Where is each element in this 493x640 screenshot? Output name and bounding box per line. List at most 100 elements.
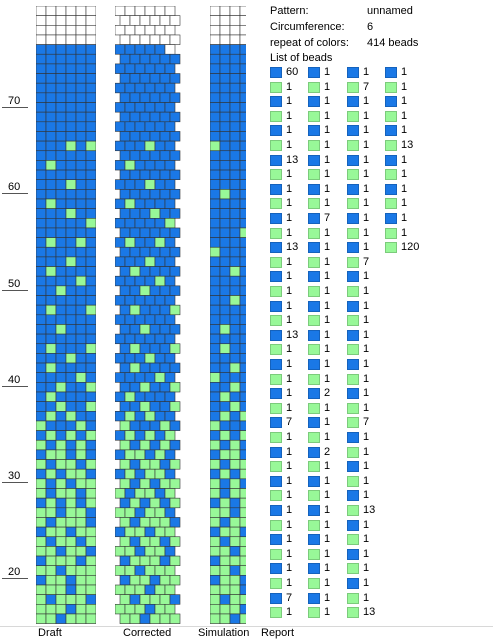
bead-cell[interactable] xyxy=(219,73,231,84)
bead-cell[interactable] xyxy=(85,140,96,152)
bead-cell[interactable] xyxy=(85,160,96,171)
bead-cell[interactable] xyxy=(45,131,57,142)
bead-cell[interactable] xyxy=(75,34,87,45)
bead-cell[interactable] xyxy=(210,227,221,238)
bead-cell[interactable] xyxy=(144,140,156,152)
bead-cell[interactable] xyxy=(45,227,57,238)
bead-cell[interactable] xyxy=(85,24,96,36)
bead-cell[interactable] xyxy=(164,526,176,538)
bead-cell[interactable] xyxy=(65,565,77,576)
bead-cell[interactable] xyxy=(149,362,161,373)
bead-cell[interactable] xyxy=(210,44,221,55)
bead-cell[interactable] xyxy=(229,160,241,171)
bead-cell[interactable] xyxy=(115,237,126,248)
bead-cell[interactable] xyxy=(85,150,96,161)
bead-cell[interactable] xyxy=(219,468,231,480)
bead-cell[interactable] xyxy=(124,275,136,287)
bead-cell[interactable] xyxy=(210,160,221,171)
bead-cell[interactable] xyxy=(229,314,241,325)
bead-cell[interactable] xyxy=(229,526,241,538)
bead-cell[interactable] xyxy=(45,333,57,345)
bead-cell[interactable] xyxy=(144,82,156,94)
bead-cell[interactable] xyxy=(159,324,171,335)
bead-cell[interactable] xyxy=(65,555,77,566)
bead-cell[interactable] xyxy=(36,227,47,238)
bead-cell[interactable] xyxy=(65,362,77,373)
bead-cell[interactable] xyxy=(239,246,246,258)
bead-cell[interactable] xyxy=(36,497,47,509)
bead-cell[interactable] xyxy=(154,353,166,364)
bead-cell[interactable] xyxy=(219,613,231,624)
bead-cell[interactable] xyxy=(134,198,146,209)
bead-cell[interactable] xyxy=(119,555,131,566)
bead-cell[interactable] xyxy=(139,536,151,547)
bead-cell[interactable] xyxy=(119,362,131,373)
bead-cell[interactable] xyxy=(154,6,166,16)
bead-cell[interactable] xyxy=(139,266,151,277)
bead-cell[interactable] xyxy=(124,6,136,16)
bead-cell[interactable] xyxy=(55,536,67,547)
bead-cell[interactable] xyxy=(134,237,146,248)
bead-cell[interactable] xyxy=(65,237,77,248)
bead-cell[interactable] xyxy=(149,150,161,161)
bead-cell[interactable] xyxy=(85,304,96,316)
bead-cell[interactable] xyxy=(55,218,67,229)
bead-cell[interactable] xyxy=(65,382,77,393)
bead-cell[interactable] xyxy=(45,603,57,615)
bead-cell[interactable] xyxy=(75,256,87,267)
bead-cell[interactable] xyxy=(164,6,176,16)
bead-cell[interactable] xyxy=(219,15,231,26)
bead-cell[interactable] xyxy=(154,63,166,74)
bead-cell[interactable] xyxy=(65,536,77,547)
bead-cell[interactable] xyxy=(45,575,57,586)
bead-cell[interactable] xyxy=(219,546,231,557)
bead-cell[interactable] xyxy=(55,439,67,451)
bead-cell[interactable] xyxy=(229,584,241,595)
bead-cell[interactable] xyxy=(229,24,241,36)
bead-cell[interactable] xyxy=(85,256,96,267)
bead-cell[interactable] xyxy=(85,430,96,441)
bead-cell[interactable] xyxy=(36,603,47,615)
bead-cell[interactable] xyxy=(124,218,136,229)
bead-cell[interactable] xyxy=(36,6,47,16)
bead-cell[interactable] xyxy=(75,24,87,36)
bead-cell[interactable] xyxy=(139,401,151,412)
bead-cell[interactable] xyxy=(239,189,246,200)
bead-cell[interactable] xyxy=(144,102,156,113)
bead-cell[interactable] xyxy=(55,304,67,316)
bead-cell[interactable] xyxy=(36,24,47,36)
bead-cell[interactable] xyxy=(45,140,57,152)
bead-cell[interactable] xyxy=(169,227,181,238)
bead-cell[interactable] xyxy=(169,131,181,142)
bead-cell[interactable] xyxy=(45,497,57,509)
bead-cell[interactable] xyxy=(45,420,57,431)
bead-cell[interactable] xyxy=(169,382,181,393)
bead-cell[interactable] xyxy=(129,343,141,354)
bead-cell[interactable] xyxy=(115,391,126,402)
bead-cell[interactable] xyxy=(45,391,57,402)
bead-cell[interactable] xyxy=(210,594,221,605)
bead-cell[interactable] xyxy=(154,430,166,441)
bead-cell[interactable] xyxy=(154,160,166,171)
bead-cell[interactable] xyxy=(134,121,146,132)
bead-cell[interactable] xyxy=(36,63,47,74)
bead-cell[interactable] xyxy=(119,73,131,84)
bead-cell[interactable] xyxy=(65,584,77,595)
bead-cell[interactable] xyxy=(85,401,96,412)
bead-cell[interactable] xyxy=(239,478,246,489)
bead-cell[interactable] xyxy=(159,594,171,605)
bead-cell[interactable] xyxy=(45,295,57,306)
bead-cell[interactable] xyxy=(124,82,136,94)
bead-cell[interactable] xyxy=(45,314,57,325)
bead-cell[interactable] xyxy=(159,15,171,26)
bead-cell[interactable] xyxy=(124,372,136,383)
bead-cell[interactable] xyxy=(134,314,146,325)
bead-cell[interactable] xyxy=(45,179,57,190)
bead-cell[interactable] xyxy=(129,92,141,103)
bead-cell[interactable] xyxy=(229,121,241,132)
bead-cell[interactable] xyxy=(115,314,126,325)
bead-cell[interactable] xyxy=(239,198,246,209)
bead-cell[interactable] xyxy=(45,82,57,94)
bead-cell[interactable] xyxy=(239,555,246,566)
bead-cell[interactable] xyxy=(55,517,67,528)
